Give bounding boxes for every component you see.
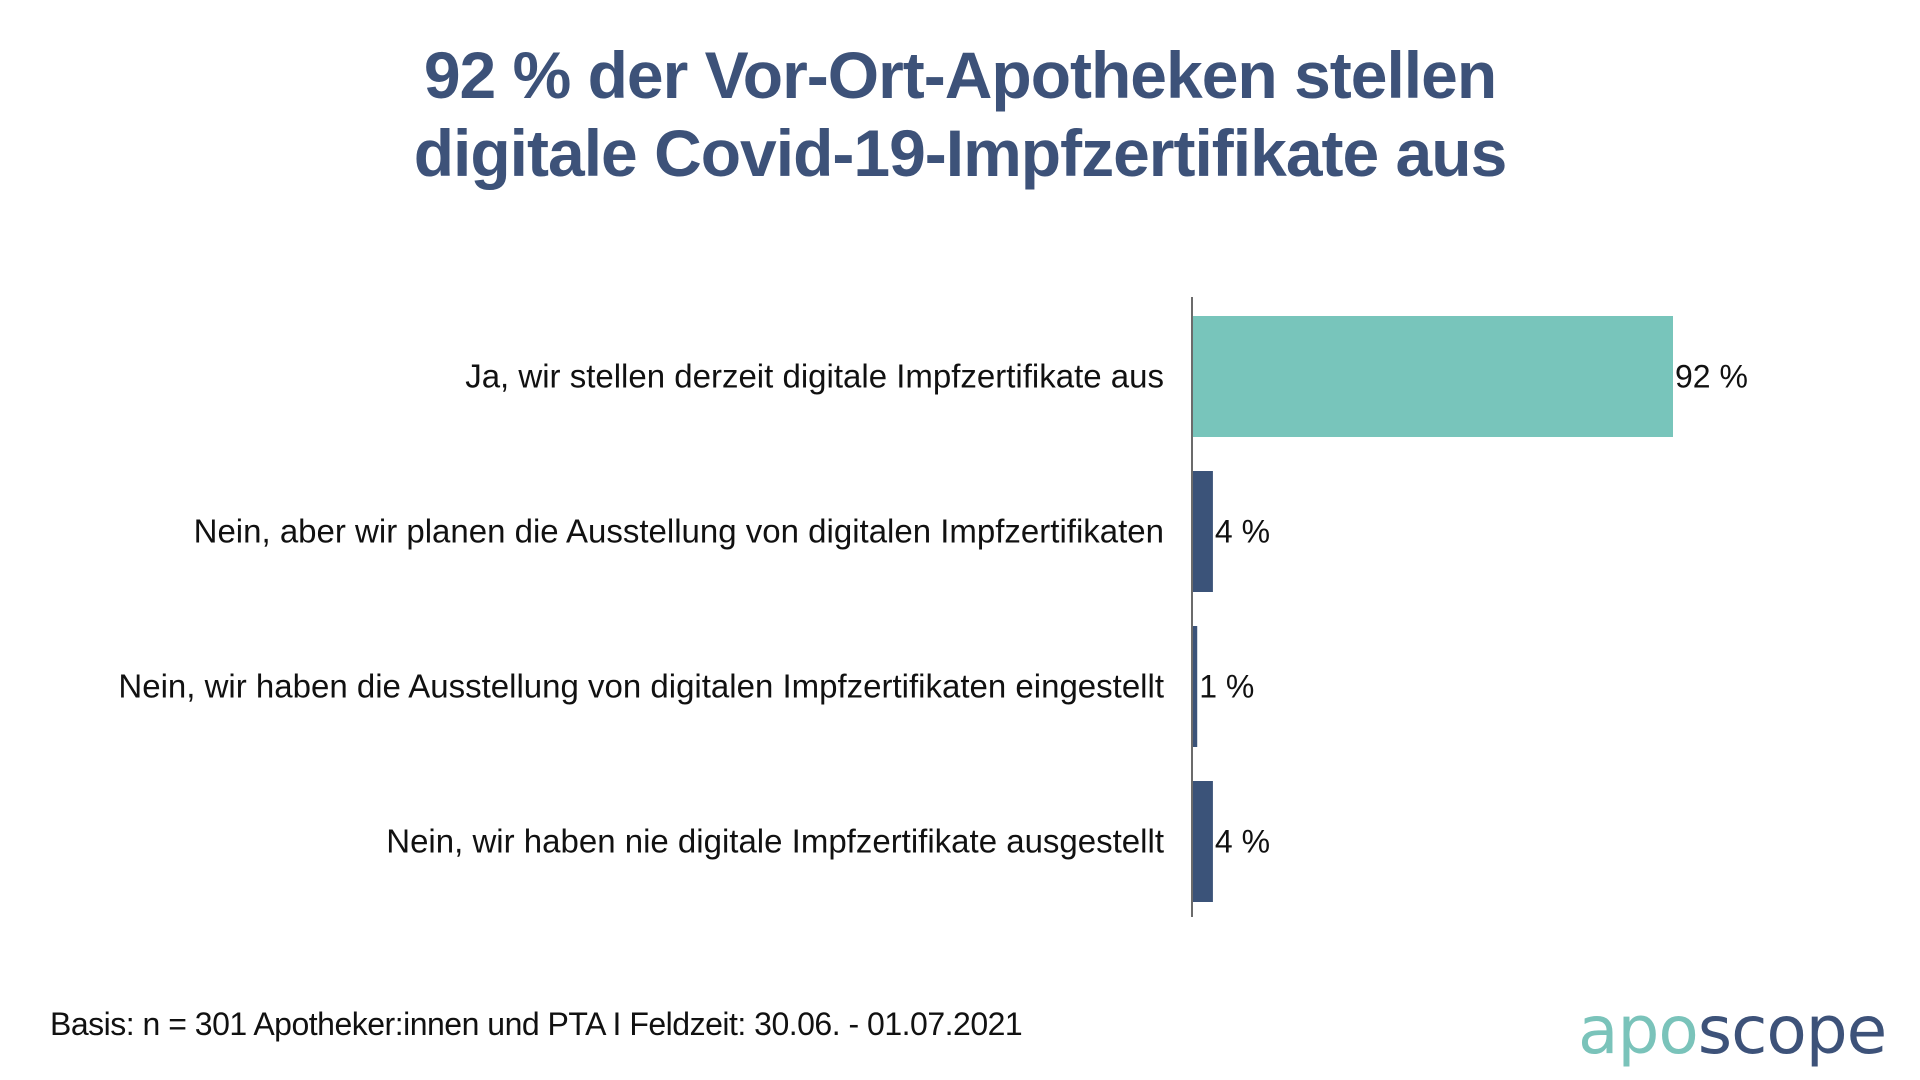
- value-label-1: 92 %: [1675, 359, 1748, 395]
- logo-part-scope: scope: [1697, 992, 1888, 1069]
- aposcope-logo: aposcope: [1578, 992, 1888, 1069]
- chart-title: 92 % der Vor-Ort-Apotheken stellen digit…: [0, 36, 1920, 192]
- bar-4: [1192, 781, 1213, 902]
- footnote: Basis: n = 301 Apotheker:innen und PTA I…: [50, 1006, 1023, 1042]
- category-label-2: Nein, aber wir planen die Ausstellung vo…: [194, 513, 1164, 550]
- logo-part-apo: apo: [1578, 992, 1699, 1069]
- category-label-4: Nein, wir haben nie digitale Impfzertifi…: [386, 823, 1164, 860]
- bar-1: [1192, 316, 1673, 437]
- value-label-4: 4 %: [1215, 824, 1270, 860]
- value-label-2: 4 %: [1215, 514, 1270, 550]
- bar-3: [1192, 626, 1198, 747]
- category-label-1: Ja, wir stellen derzeit digitale Impfzer…: [465, 358, 1164, 395]
- value-label-3: 1 %: [1199, 669, 1254, 705]
- chart-title-line-2: digitale Covid-19-Impfzertifikate aus: [413, 116, 1508, 190]
- bar-2: [1192, 471, 1213, 592]
- category-label-3: Nein, wir haben die Ausstellung von digi…: [118, 668, 1164, 705]
- chart-title-line-1: 92 % der Vor-Ort-Apotheken stellen: [423, 38, 1497, 112]
